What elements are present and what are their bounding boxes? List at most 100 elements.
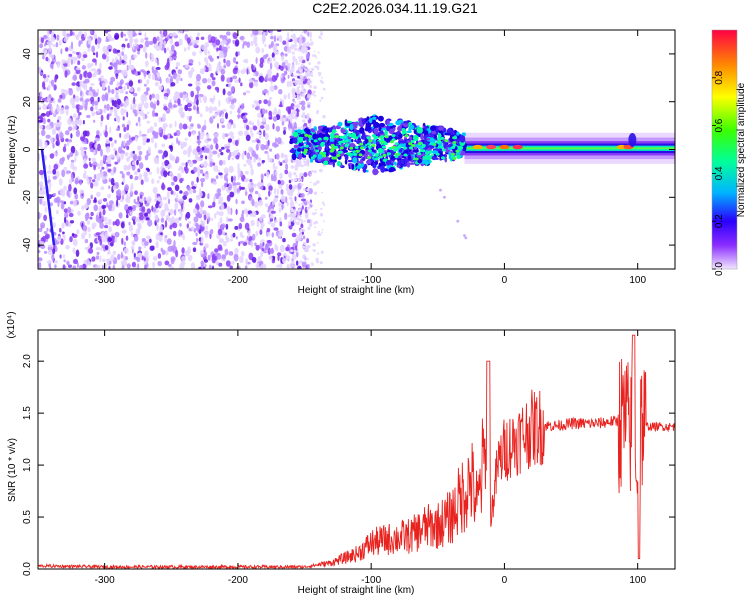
heatmap-noise-cell xyxy=(51,253,55,261)
heatmap-noise-cell xyxy=(39,197,42,205)
heatmap-signal-cell xyxy=(412,149,419,153)
heatmap-noise-cell xyxy=(271,247,274,255)
heatmap-noise-cell xyxy=(66,261,70,266)
heatmap-noise-cell xyxy=(245,170,249,175)
heatmap-noise-cell xyxy=(79,73,83,81)
heatmap-noise-cell xyxy=(320,96,324,100)
heatmap-noise-cell xyxy=(312,90,316,94)
heatmap-noise-cell xyxy=(116,199,119,207)
heatmap-noise-cell xyxy=(90,83,95,86)
heatmap-signal-cell xyxy=(431,155,437,161)
heatmap-noise-cell xyxy=(73,258,78,265)
heatmap-noise-cell xyxy=(220,74,225,82)
heatmap-noise-cell xyxy=(88,233,91,239)
heatmap-noise-cell xyxy=(207,50,210,55)
heatmap-noise-cell xyxy=(269,148,272,152)
heatmap-noise-cell xyxy=(92,58,97,63)
heatmap-noise-cell xyxy=(203,213,207,221)
heatmap-noise-cell xyxy=(154,81,159,87)
heatmap-signal-cell xyxy=(429,145,435,149)
heatmap-noise-cell xyxy=(171,142,174,146)
heatmap-noise-cell xyxy=(222,39,227,45)
heatmap-noise-cell xyxy=(90,96,95,103)
heatmap-signal-cell xyxy=(349,146,354,150)
heatmap-signal-cell xyxy=(380,138,385,142)
heatmap-noise-cell xyxy=(114,112,118,117)
heatmap-noise-cell xyxy=(111,88,115,95)
heatmap-noise-cell xyxy=(309,204,313,208)
heatmap-noise-cell xyxy=(270,222,276,228)
heatmap-signal-cell xyxy=(408,142,413,146)
heatmap-noise-cell xyxy=(250,40,254,47)
heatmap-hotspot xyxy=(628,132,637,147)
heatmap-noise-cell xyxy=(94,104,98,111)
snr-multiplier: (x10⁴) xyxy=(6,311,17,338)
heatmap-noise-cell xyxy=(103,263,108,269)
heatmap-noise-cell xyxy=(144,40,150,48)
heatmap-noise-cell xyxy=(43,250,48,254)
heatmap-noise-cell xyxy=(304,211,309,219)
heatmap-noise-cell xyxy=(192,149,196,155)
heatmap-noise-cell xyxy=(154,142,158,149)
heatmap-signal-cell xyxy=(325,130,329,135)
heatmap-signal-cell xyxy=(373,127,379,135)
heatmap-noise-cell xyxy=(282,114,286,118)
heatmap-noise-cell xyxy=(201,220,206,227)
heatmap-noise-cell xyxy=(108,185,111,189)
heatmap-noise-cell xyxy=(204,56,208,63)
heatmap-noise-cell xyxy=(299,229,303,232)
heatmap-noise-cell xyxy=(307,73,311,77)
heatmap-noise-cell xyxy=(251,140,256,143)
heatmap-noise-cell xyxy=(101,244,106,249)
heatmap-noise-cell xyxy=(280,117,284,122)
heatmap-noise-cell xyxy=(182,195,187,201)
heatmap-noise-cell xyxy=(249,196,253,200)
heatmap-noise-cell xyxy=(294,42,297,45)
heatmap-noise-cell xyxy=(144,83,147,87)
heatmap-noise-cell xyxy=(167,217,172,223)
heatmap-noise-cell xyxy=(225,260,231,267)
heatmap-noise-cell xyxy=(122,195,125,200)
heatmap-noise-cell xyxy=(141,255,144,261)
heatmap-noise-cell xyxy=(279,262,283,269)
heatmap-signal-cell xyxy=(436,137,441,141)
heatmap-noise-cell xyxy=(269,217,274,222)
heatmap-signal-cell xyxy=(293,144,299,149)
heatmap-noise-cell xyxy=(313,54,317,57)
heatmap-noise-cell xyxy=(255,262,260,269)
heatmap-noise-cell xyxy=(126,263,131,269)
heatmap-noise-cell xyxy=(215,143,219,150)
heatmap-noise-cell xyxy=(190,123,194,127)
heatmap-noise-cell xyxy=(313,50,316,53)
heatmap-noise-cell xyxy=(241,103,244,110)
heatmap-noise-cell xyxy=(273,56,276,62)
heatmap-signal-cell xyxy=(452,147,457,154)
heatmap-noise-cell xyxy=(81,205,85,211)
heatmap-noise-cell xyxy=(277,179,281,185)
heatmap-signal-cell xyxy=(307,150,311,155)
heatmap-noise-cell xyxy=(56,105,60,113)
heatmap-noise-cell xyxy=(38,257,43,262)
heatmap-noise-cell xyxy=(301,175,304,182)
heatmap-noise-cell xyxy=(73,113,77,119)
heatmap-noise-cell xyxy=(132,161,136,166)
heatmap-noise-cell xyxy=(120,31,124,38)
heatmap-noise-cell xyxy=(50,36,56,42)
heatmap-noise-cell xyxy=(252,73,256,77)
heatmap-noise-cell xyxy=(123,103,126,107)
heatmap-noise-cell xyxy=(269,202,272,211)
heatmap-noise-cell xyxy=(155,233,160,241)
x-tick-label: 100 xyxy=(629,575,646,586)
heatmap-noise-cell xyxy=(114,139,117,144)
heatmap-noise-cell xyxy=(266,239,272,244)
heatmap-noise-cell xyxy=(163,47,167,54)
heatmap-noise-cell xyxy=(267,220,272,225)
heatmap-noise-cell xyxy=(175,66,178,70)
heatmap-signal-cell xyxy=(361,118,366,125)
heatmap-signal-cell xyxy=(445,147,449,153)
heatmap-noise-cell xyxy=(295,168,298,171)
heatmap-noise-cell xyxy=(135,122,139,127)
heatmap-noise-cell xyxy=(142,46,147,53)
heatmap-noise-cell xyxy=(133,92,138,97)
heatmap-noise-cell xyxy=(106,103,110,111)
